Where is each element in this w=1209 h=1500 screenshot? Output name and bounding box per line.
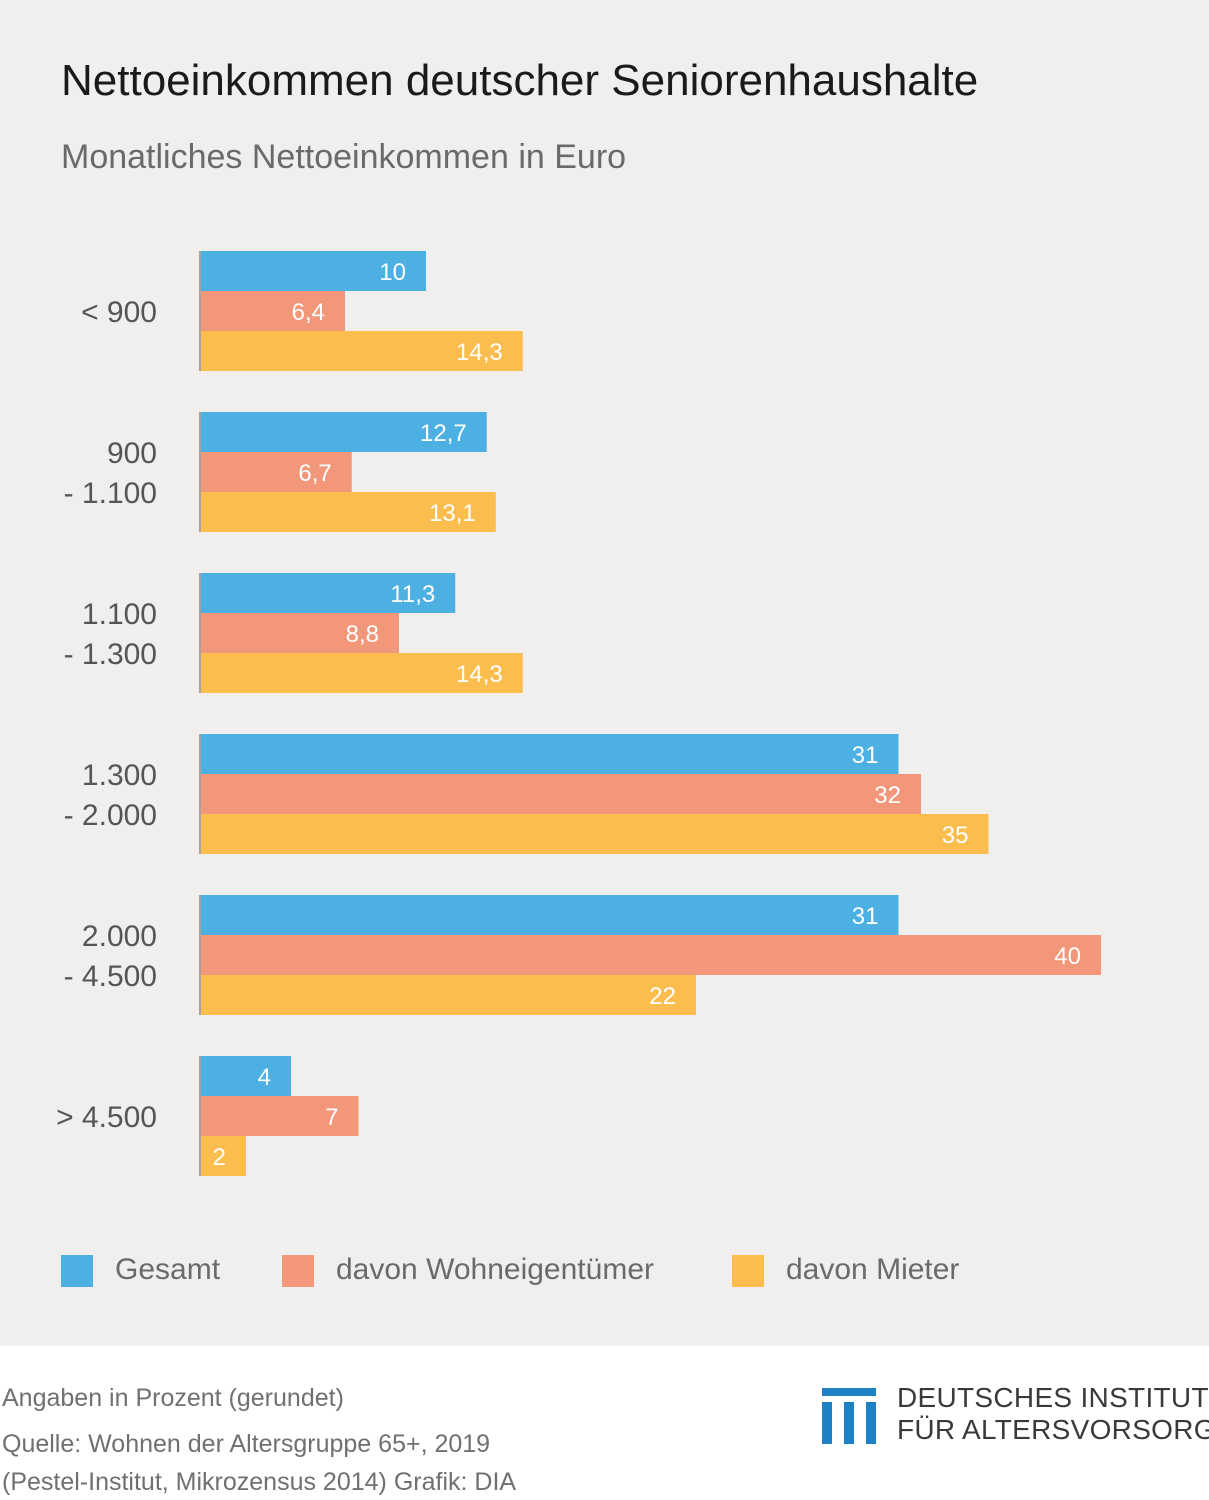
bar bbox=[201, 653, 523, 693]
axis-segment bbox=[199, 412, 201, 532]
bar bbox=[201, 492, 496, 532]
legend-label-gesamt: Gesamt bbox=[115, 1253, 221, 1286]
category-label: 1.300 bbox=[82, 759, 157, 792]
bar bbox=[201, 935, 1101, 975]
data-label: 31 bbox=[852, 742, 879, 769]
legend-swatch-wohneigentuemer bbox=[282, 1255, 314, 1287]
legend-swatch-gesamt bbox=[61, 1255, 93, 1287]
axis-segment bbox=[199, 573, 201, 693]
dia-logo-icon bbox=[822, 1388, 876, 1444]
bar bbox=[201, 1096, 359, 1136]
legend-label-wohneigentuemer: davon Wohneigentümer bbox=[336, 1253, 654, 1286]
category-label: - 1.300 bbox=[64, 638, 157, 671]
category-label: 1.100 bbox=[82, 598, 157, 631]
data-label: 12,7 bbox=[420, 420, 467, 447]
data-label: 4 bbox=[258, 1064, 271, 1091]
data-label: 13,1 bbox=[429, 500, 476, 527]
category-label: 2.000 bbox=[82, 920, 157, 953]
bar bbox=[201, 1056, 291, 1096]
data-label: 32 bbox=[874, 782, 901, 809]
footer-source: Quelle: Wohnen der Altersgruppe 65+, 201… bbox=[2, 1430, 491, 1458]
footer-note: Angaben in Prozent (gerundet) bbox=[2, 1384, 344, 1412]
category-label: - 4.500 bbox=[64, 960, 157, 993]
legend: Gesamt davon Wohneigentümer davon Mieter bbox=[0, 1253, 1209, 1295]
bar bbox=[201, 452, 352, 492]
bar bbox=[201, 613, 399, 653]
data-label: 35 bbox=[942, 822, 969, 849]
category-label: < 900 bbox=[81, 296, 157, 329]
data-label: 22 bbox=[649, 983, 676, 1010]
data-label: 8,8 bbox=[346, 621, 379, 648]
axis-segment bbox=[199, 1056, 201, 1176]
category-label: 900 bbox=[107, 437, 157, 470]
data-label: 10 bbox=[379, 259, 406, 286]
bar bbox=[201, 331, 523, 371]
bar bbox=[201, 814, 989, 854]
legend-swatch-mieter bbox=[732, 1255, 764, 1287]
logo-text-line1: DEUTSCHES INSTITUT bbox=[897, 1382, 1209, 1413]
data-label: 31 bbox=[852, 903, 879, 930]
bar bbox=[201, 251, 426, 291]
bar bbox=[201, 975, 696, 1015]
chart-subtitle: Monatliches Nettoeinkommen in Euro bbox=[61, 138, 627, 176]
bar bbox=[201, 734, 899, 774]
bar bbox=[201, 412, 487, 452]
bar bbox=[201, 291, 345, 331]
data-label: 40 bbox=[1054, 943, 1081, 970]
bar bbox=[201, 774, 921, 814]
category-label: > 4.500 bbox=[56, 1101, 157, 1134]
bar bbox=[201, 1136, 246, 1176]
legend-label-mieter: davon Mieter bbox=[786, 1253, 960, 1286]
category-label: - 1.100 bbox=[64, 477, 157, 510]
data-label: 6,4 bbox=[292, 299, 325, 326]
axis-segment bbox=[199, 895, 201, 1015]
axis-segment bbox=[199, 251, 201, 371]
logo-text-line2: FÜR ALTERSVORSORGE bbox=[897, 1414, 1209, 1445]
data-label: 7 bbox=[325, 1104, 338, 1131]
footer-source-detail: (Pestel-Institut, Mikrozensus 2014) Graf… bbox=[2, 1468, 517, 1496]
data-label: 14,3 bbox=[456, 661, 503, 688]
axis-segment bbox=[199, 734, 201, 854]
chart-title: Nettoeinkommen deutscher Seniorenhaushal… bbox=[61, 56, 979, 105]
data-label: 14,3 bbox=[456, 339, 503, 366]
bar bbox=[201, 573, 456, 613]
bar bbox=[201, 895, 899, 935]
data-label: 11,3 bbox=[390, 581, 435, 608]
bar-chart: < 900 10 6,4 14,3 900 - 1.100 12,7 6,7 13,1 1.100… bbox=[56, 251, 1101, 1176]
category-label: - 2.000 bbox=[64, 799, 157, 832]
data-label: 6,7 bbox=[298, 460, 331, 487]
data-label: 2 bbox=[213, 1144, 226, 1171]
